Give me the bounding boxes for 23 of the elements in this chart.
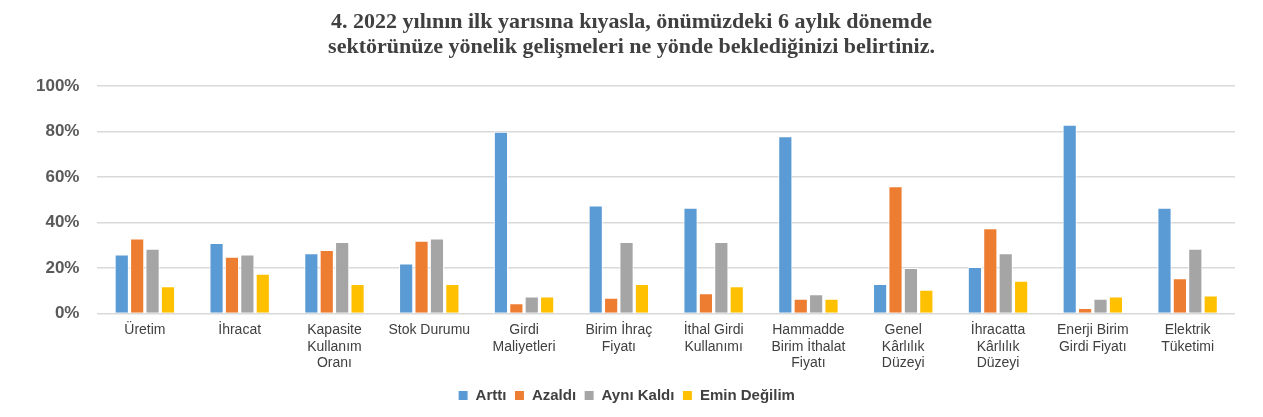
chart-title: 4. 2022 yılının ilk yarısına kıyasla, önümüzdeki 6 aylık dönemde sektörünüze yönelik gelişmeleri ne yönde beklediğinizi belirtiniz. (327, 8, 936, 58)
x-tick-label: Kapasite Kullanım Oranı (307, 320, 362, 371)
x-tick-label: Girdi Maliyetleri (492, 320, 556, 354)
y-tick-label: 0% (54, 303, 80, 323)
legend-label: Azaldı (531, 385, 577, 403)
y-tick-label: 20% (45, 257, 80, 277)
legend-label: Aynı Kaldı (601, 385, 675, 403)
y-tick-label: 60% (45, 166, 80, 186)
x-tick-label: İhracatta Kârlılık Düzeyi (970, 319, 1026, 371)
x-tick-label: Üretim (124, 319, 166, 337)
x-tick-label: Birim İhraç Fiyatı (585, 319, 653, 354)
legend-label: Arttı (475, 385, 507, 403)
y-tick-label: 100% (36, 75, 80, 95)
x-tick-label: Genel Kârlılık Düzeyi (881, 320, 926, 371)
x-tick-label: Stok Durumu (388, 320, 471, 337)
x-tick-label: İthal Girdi Kullanımı (683, 319, 744, 354)
x-tick-label: Enerji Birim Girdi Fiyatı (1057, 320, 1129, 354)
x-tick-label: Hammadde Birim İthalat Fiyatı (771, 320, 846, 371)
y-tick-label: 80% (45, 121, 80, 141)
y-tick-label: 40% (45, 212, 80, 232)
legend-label: Emin Değilim (699, 385, 795, 403)
x-tick-label: İhracat (218, 319, 262, 337)
x-tick-label: Elektrik Tüketimi (1161, 320, 1215, 354)
